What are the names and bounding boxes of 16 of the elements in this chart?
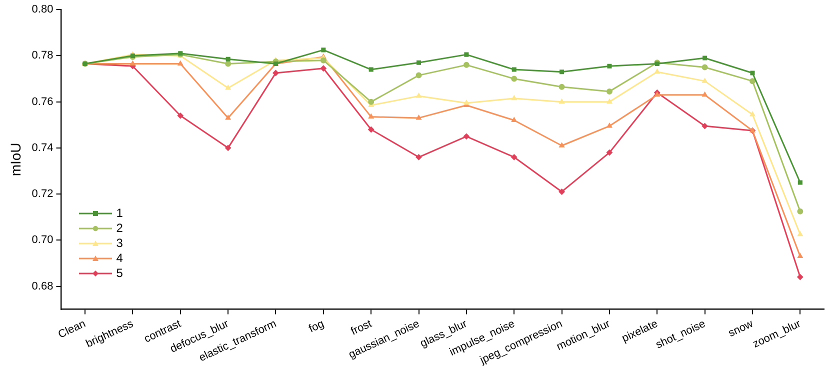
y-tick-label: 0.74 bbox=[32, 142, 54, 154]
x-tick-label: snow bbox=[726, 318, 756, 340]
legend-label: 5 bbox=[116, 266, 123, 282]
y-axis-title: mIoU bbox=[7, 142, 24, 176]
y-tick-label: 0.72 bbox=[32, 188, 54, 200]
legend-label: 3 bbox=[116, 236, 123, 252]
legend-label: 2 bbox=[116, 221, 123, 236]
x-tick-label: Clean bbox=[56, 318, 88, 341]
legend-label: 4 bbox=[116, 251, 123, 266]
y-tick-label: 0.68 bbox=[32, 280, 54, 292]
legend-label: 1 bbox=[116, 206, 123, 222]
y-tick-label: 0.78 bbox=[32, 50, 54, 62]
y-tick-label: 0.80 bbox=[32, 4, 54, 16]
y-tick-label: 0.76 bbox=[32, 96, 54, 108]
y-tick-label: 0.70 bbox=[32, 234, 54, 246]
x-tick-label: fog bbox=[307, 318, 326, 336]
